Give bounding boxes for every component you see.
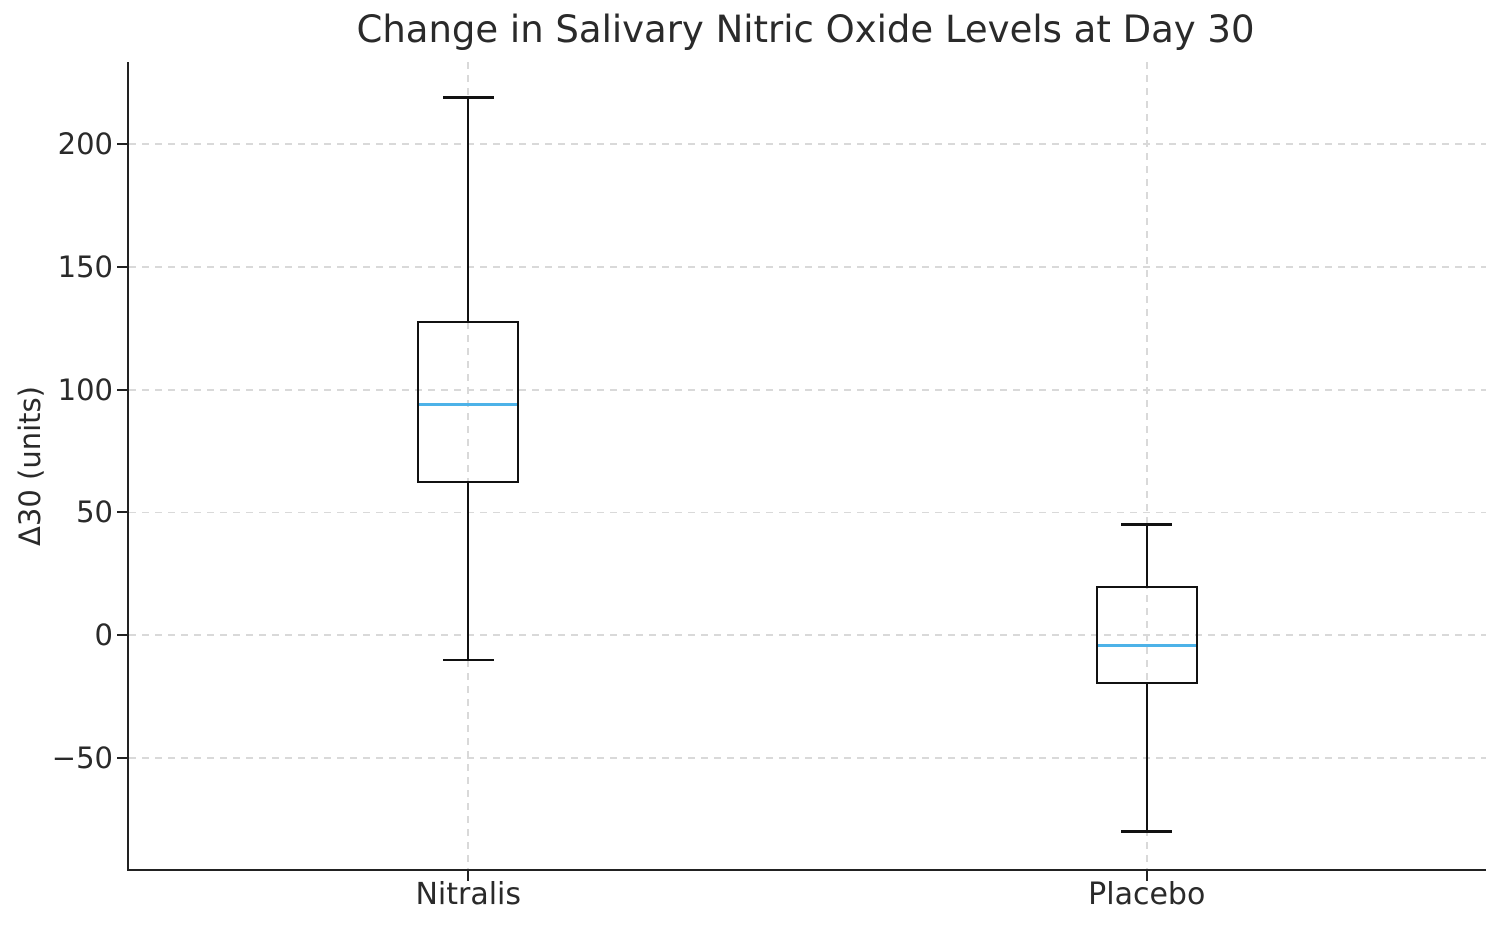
gridline-horizontal [129,634,1486,637]
plot-area: 200 150 100 50 0 −50 Nitralis Placebo [52,62,1486,912]
whisker-cap-high [1121,523,1173,526]
gridline-horizontal [129,511,1486,514]
y-tick-mark [117,265,127,268]
whisker-cap-low [1121,830,1173,833]
median-line [419,402,518,406]
box-rect [417,320,520,483]
y-tick-label: 100 [57,372,113,407]
y-tick-label: 50 [76,495,113,530]
x-tick-mark [467,871,470,881]
x-tick-mark [1145,871,1148,881]
whisker-line-lower [467,482,470,660]
whisker-line-upper [1145,524,1148,587]
whisker-cap-low [442,658,494,661]
gridline-vertical [467,62,470,869]
median-line [1097,643,1196,647]
y-axis-label: Δ30 (units) [13,385,48,546]
gridline-horizontal [129,757,1486,759]
whisker-line-upper [467,97,470,321]
gridline-horizontal [129,388,1486,391]
chart-title: Change in Salivary Nitric Oxide Levels a… [356,8,1255,51]
gridline-horizontal [129,143,1486,145]
y-tick-label: −50 [51,740,113,775]
box-rect [1095,586,1198,685]
gridline-vertical [1145,62,1148,869]
x-tick-label: Nitralis [415,877,522,912]
y-tick-label: 200 [57,127,113,162]
whisker-cap-high [442,96,494,99]
whisker-line-lower [1145,684,1148,832]
gridline-horizontal [129,265,1486,268]
y-tick-mark [117,756,127,759]
y-axis-label-container: Δ30 (units) [8,62,52,869]
y-tick-mark [117,634,127,637]
y-tick-mark [117,388,127,391]
x-tick-label: Placebo [1088,877,1206,912]
y-tick-label: 0 [94,618,113,653]
y-tick-label: 150 [57,249,113,284]
y-tick-mark [117,511,127,514]
y-tick-mark [117,143,127,146]
